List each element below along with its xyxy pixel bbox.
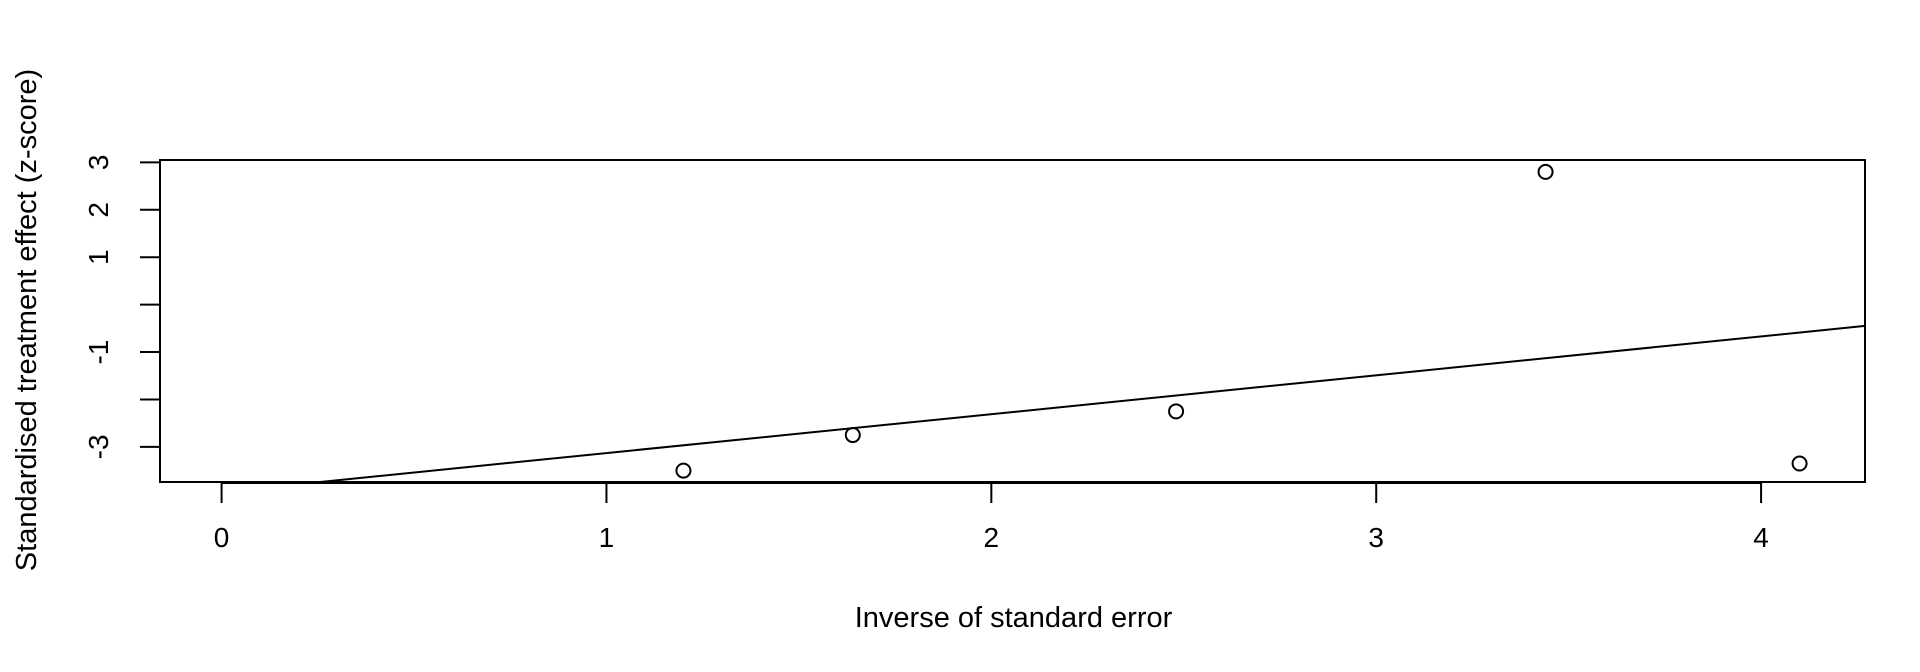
- x-tick-label: 4: [1753, 522, 1769, 553]
- y-tick-label: 3: [83, 155, 114, 171]
- x-axis-title: Inverse of standard error: [855, 602, 1173, 634]
- y-axis: -3 -1 1 2 3: [83, 155, 161, 459]
- data-point: [844, 427, 861, 444]
- x-tick-label: 1: [599, 522, 615, 553]
- data-points: [675, 163, 1808, 479]
- x-tick-label: 2: [984, 522, 1000, 553]
- x-tick-label: 0: [214, 522, 230, 553]
- regression-line: [320, 324, 1866, 483]
- data-point: [1791, 455, 1808, 472]
- y-tick-label: 1: [83, 249, 114, 265]
- y-tick-label: -3: [83, 434, 114, 459]
- y-tick-label: 2: [83, 202, 114, 218]
- y-tick-label: -1: [83, 340, 114, 365]
- y-axis-title: Standardised treatment effect (z-score): [11, 69, 43, 571]
- x-axis: 0 1 2 3 4: [214, 482, 1769, 553]
- plot-frame: [159, 159, 1866, 483]
- data-point: [1537, 163, 1554, 180]
- data-point: [675, 462, 692, 479]
- plot-region: [159, 159, 1866, 483]
- x-tick-label: 3: [1368, 522, 1384, 553]
- data-point: [1168, 403, 1185, 420]
